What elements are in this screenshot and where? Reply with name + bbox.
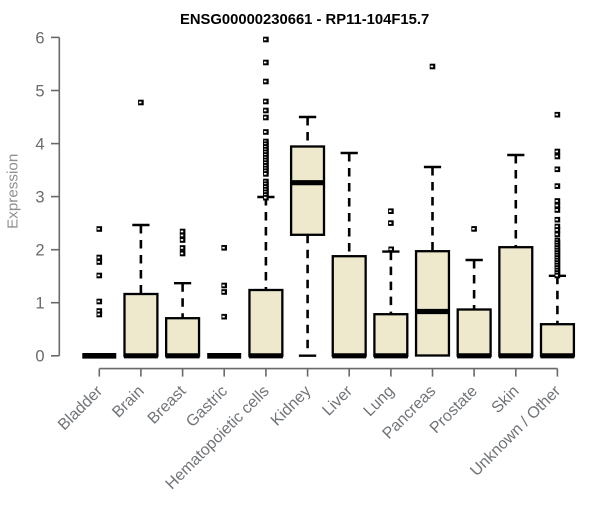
svg-text:6: 6 — [35, 29, 44, 47]
svg-text:3: 3 — [35, 189, 44, 207]
svg-text:2: 2 — [35, 242, 44, 260]
svg-text:4: 4 — [35, 136, 44, 154]
svg-text:1: 1 — [35, 295, 44, 313]
svg-text:ENSG00000230661 - RP11-104F15.: ENSG00000230661 - RP11-104F15.7 — [180, 12, 429, 28]
svg-text:0: 0 — [35, 348, 44, 366]
svg-text:Expression: Expression — [5, 154, 22, 229]
svg-text:5: 5 — [35, 82, 44, 100]
